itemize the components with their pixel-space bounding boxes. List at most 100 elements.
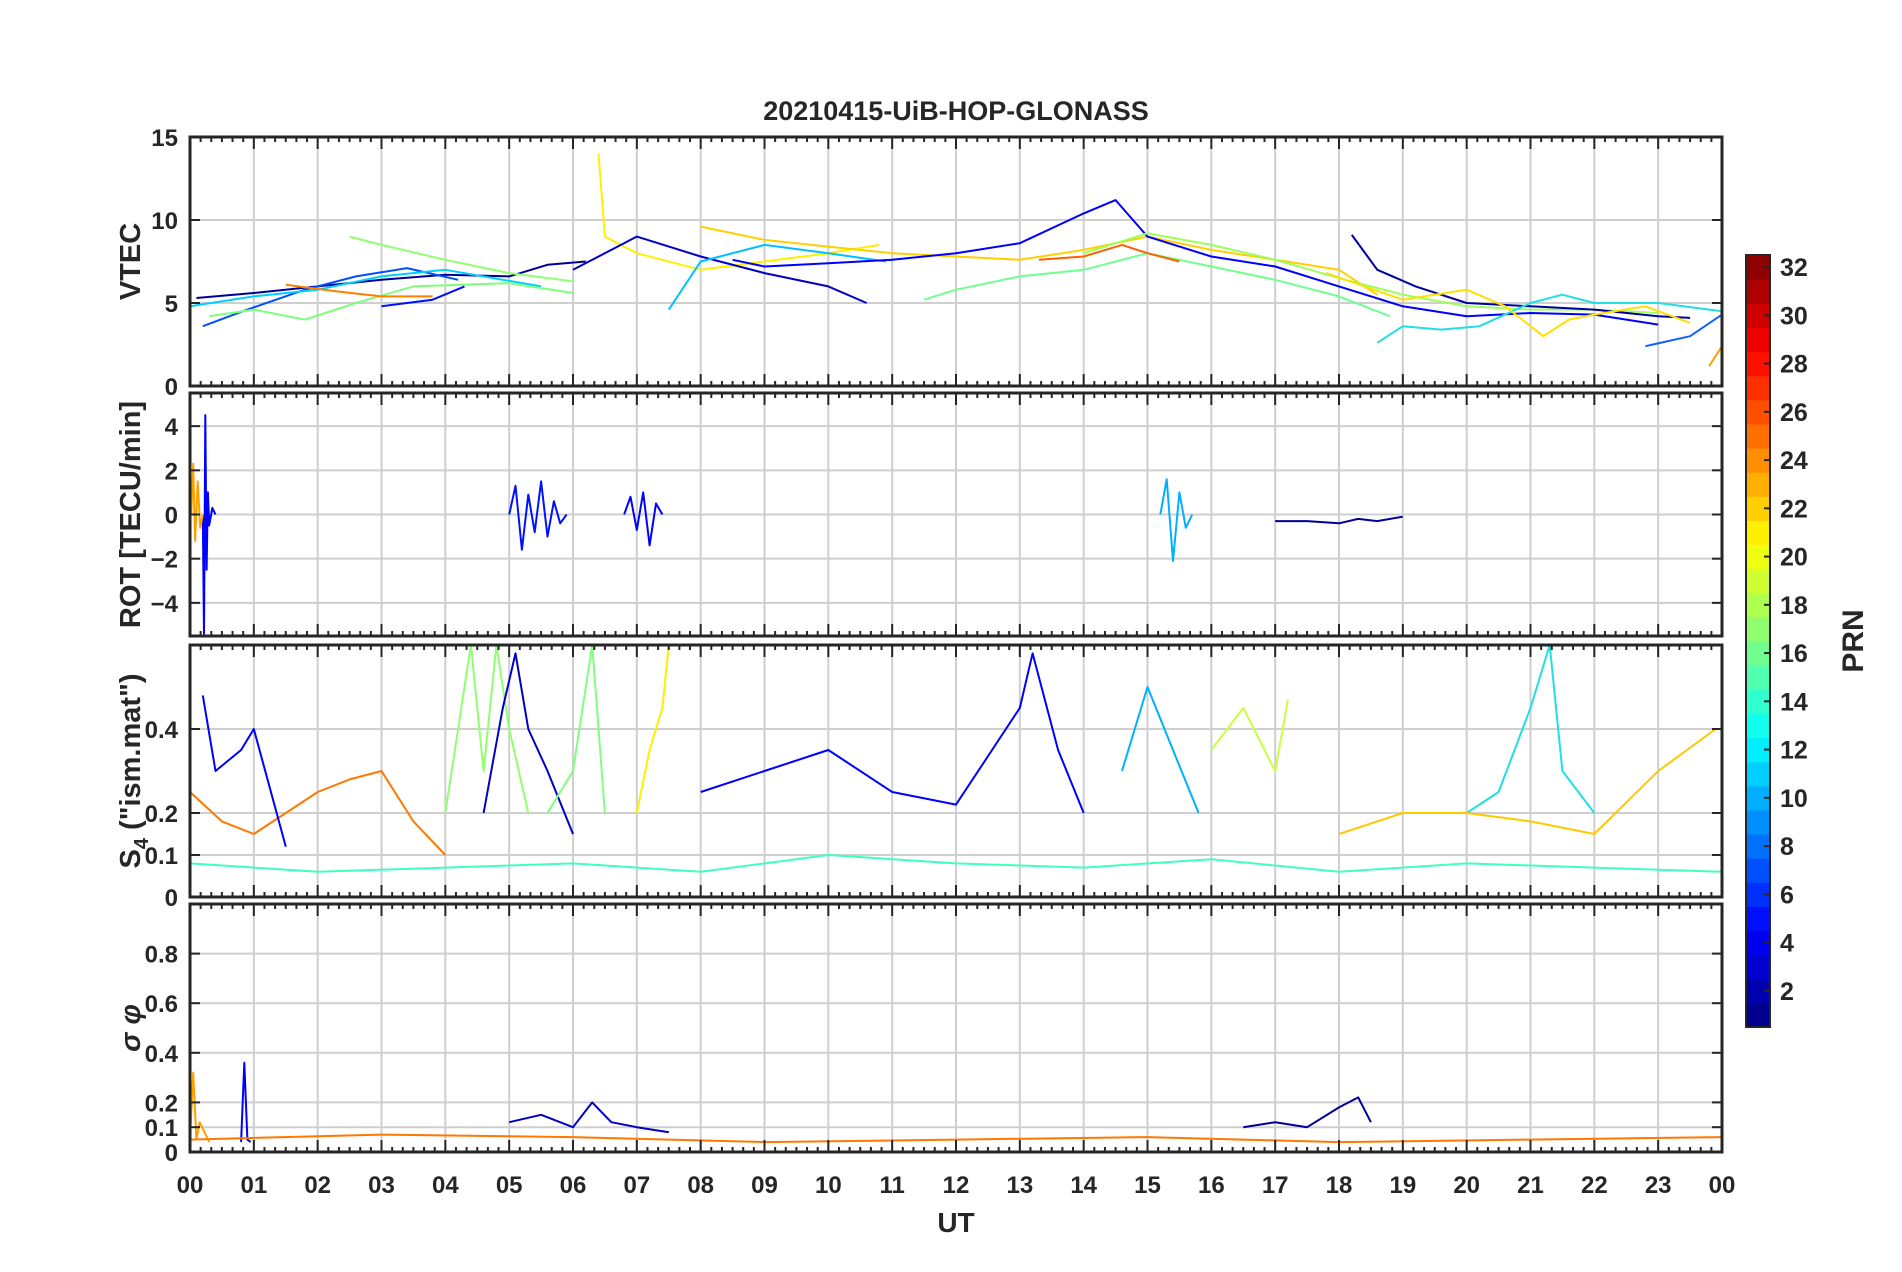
x-tick-label: 07 <box>623 1172 650 1199</box>
colorbar-tick-label: 2 <box>1780 978 1794 1006</box>
series-s4-7 <box>1121 686 1200 814</box>
axes-s4: 0 0.1 0.2 0.4 <box>145 643 1724 912</box>
axes-sigma_phi: 00.10.2 0.4 0.6 0.8 <box>145 902 1724 1167</box>
y-tick-label-s4: 0 <box>165 885 178 912</box>
y-tick-label-vtec: 5 <box>165 291 178 318</box>
series-s4-1 <box>201 695 287 847</box>
colorbar-label: PRN <box>1837 609 1870 672</box>
colorbar-swatch <box>1746 665 1770 690</box>
figure-title: 20210415-UiB-HOP-GLONASS <box>763 96 1149 126</box>
x-tick-label: 18 <box>1326 1172 1353 1199</box>
series-s4-5 <box>635 645 670 814</box>
series-s4-10 <box>1338 728 1717 835</box>
series-s4-2 <box>444 645 530 814</box>
x-tick-label: 06 <box>560 1172 587 1199</box>
y-axis-label-rot: ROT [TECU/min] <box>115 401 147 628</box>
x-tick-label: 21 <box>1517 1172 1544 1199</box>
series-s4-6 <box>700 652 1085 814</box>
panel-vtec: 0 5 10 15 VTEC <box>115 125 1724 401</box>
colorbar-tick-label: 6 <box>1780 881 1794 909</box>
series-vtec-14 <box>1083 232 1659 314</box>
y-tick-label-rot: 2 <box>165 458 178 485</box>
colorbar-tick-label: 32 <box>1780 254 1808 282</box>
colorbar-tick-label: 16 <box>1780 640 1808 668</box>
y-tick-label-s4: 0.4 <box>145 717 179 744</box>
colorbar-tick-label: 28 <box>1780 351 1808 379</box>
colorbar-swatch <box>1746 616 1770 642</box>
y-tick-label-sigma_phi: 0.2 <box>145 1090 178 1117</box>
y-axis-label-vtec: VTEC <box>115 223 147 300</box>
series-s4-9 <box>1466 645 1596 814</box>
axes-rot: −4 −2 0 2 4 <box>151 391 1724 638</box>
x-axis-label: UT <box>937 1207 974 1238</box>
series-vtec-6 <box>381 285 465 308</box>
x-tick-label: 08 <box>687 1172 714 1199</box>
x-tick-label: 00 <box>177 1172 204 1199</box>
y-tick-label-vtec: 0 <box>165 374 178 401</box>
series-vtec-12 <box>923 252 1391 318</box>
series-vtec-11 <box>732 199 1659 326</box>
series-vtec-5 <box>285 283 433 298</box>
colorbar-swatch <box>1746 520 1770 546</box>
y-tick-label-rot: 0 <box>165 503 178 530</box>
series-vtec-9 <box>667 243 886 311</box>
series-vtec-8 <box>572 235 867 304</box>
colorbar-tick-label: 4 <box>1780 930 1794 958</box>
colorbar-swatch <box>1746 568 1770 594</box>
y-tick-label-vtec: 10 <box>151 208 178 235</box>
grid-s4 <box>190 645 1722 897</box>
y-tick-label-sigma_phi: 0.1 <box>145 1115 178 1142</box>
colorbar-swatch <box>1746 954 1770 980</box>
x-tick-label: 03 <box>368 1172 395 1199</box>
series-rot-4 <box>623 491 664 547</box>
series-group-s4 <box>190 645 1722 873</box>
y-axis-label-sigma_phi: σ φ <box>115 1004 147 1052</box>
panel-sigma_phi: 00.10.2 0.4 0.6 0.8 σ φ <box>115 902 1724 1167</box>
series-vtec-17 <box>1325 272 1691 338</box>
series-vtec-19 <box>1708 345 1722 367</box>
x-tick-label: 00 <box>1709 1172 1736 1199</box>
series-rot-2 <box>508 480 568 551</box>
colorbar-tick-label: 14 <box>1780 688 1808 716</box>
x-tick-label: 16 <box>1198 1172 1225 1199</box>
panel-s4: 0 0.1 0.2 0.4S4 ("ism.mat") <box>115 643 1724 912</box>
x-tick-label: 11 <box>879 1172 904 1199</box>
grid-vtec <box>190 137 1722 386</box>
x-tick-labels: 00 01 02 03 04 05 06 07 08 09 10 11 12 13 14 15 16 17 18 19… <box>177 1172 1736 1199</box>
series-vtec-10 <box>700 225 1378 296</box>
colorbar-swatch <box>1746 906 1770 932</box>
colorbar-swatch <box>1746 375 1770 401</box>
x-tick-label: 19 <box>1389 1172 1416 1199</box>
series-vtec-3 <box>209 282 574 321</box>
series-vtec-16 <box>1376 293 1722 344</box>
grid-rot <box>190 393 1722 636</box>
y-tick-label-sigma_phi: 0.8 <box>145 942 178 969</box>
x-tick-label: 13 <box>1006 1172 1033 1199</box>
colorbar-tick-label: 12 <box>1780 737 1808 765</box>
series-s4-0 <box>190 770 447 856</box>
x-tick-label: 05 <box>496 1172 523 1199</box>
colorbar-swatch <box>1746 472 1770 497</box>
colorbar-tick-label: 26 <box>1780 399 1808 427</box>
colorbar-tick-label: 8 <box>1780 833 1794 861</box>
x-tick-label: 17 <box>1262 1172 1289 1199</box>
series-sigma_phi-3 <box>1243 1096 1372 1129</box>
series-sigma_phi-2 <box>508 1101 669 1134</box>
colorbar-swatch <box>1746 279 1770 304</box>
colorbar-tick-label: 20 <box>1780 544 1808 572</box>
y-tick-label-sigma_phi: 0.6 <box>145 991 178 1018</box>
series-group-vtec <box>190 153 1722 367</box>
x-tick-label: 02 <box>304 1172 331 1199</box>
x-tick-label: 15 <box>1134 1172 1161 1199</box>
y-tick-label-vtec: 15 <box>151 125 178 152</box>
y-tick-label-rot: 4 <box>165 414 179 441</box>
series-sigma_phi-0 <box>190 1071 211 1143</box>
x-tick-label: 12 <box>943 1172 970 1199</box>
colorbar-swatch <box>1746 423 1770 449</box>
series-vtec-18 <box>1645 313 1722 348</box>
y-tick-label-s4: 0.2 <box>145 801 178 828</box>
series-s4-4 <box>546 645 606 814</box>
colorbar-swatch <box>1746 858 1770 883</box>
